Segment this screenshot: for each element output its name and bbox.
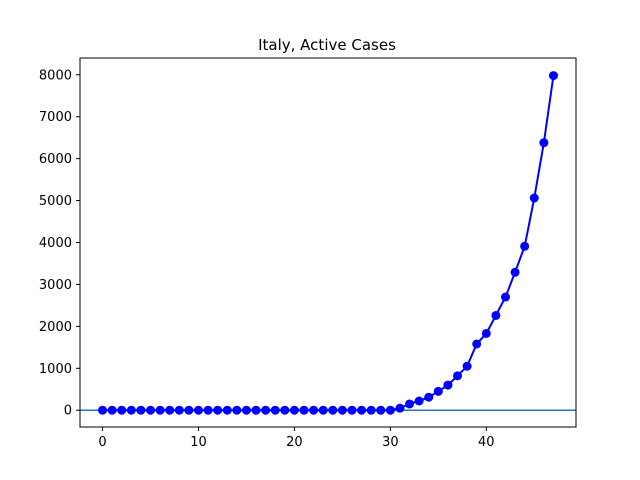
x-tick-label: 30: [382, 435, 399, 450]
y-tick-label: 7000: [39, 110, 72, 125]
y-tick-label: 6000: [39, 152, 72, 167]
data-point: [98, 405, 108, 415]
data-point: [376, 405, 386, 415]
data-point: [184, 405, 194, 415]
plot-frame: [79, 57, 577, 428]
data-point: [117, 405, 127, 415]
x-tick-label: 20: [286, 435, 303, 450]
series-line: [102, 75, 555, 412]
data-point: [309, 405, 319, 415]
x-tick-label: 10: [190, 435, 207, 450]
data-point: [213, 405, 223, 415]
y-axis-ticks: 0 1000 2000 3000 4000 5000 6000 7000 8000: [39, 68, 80, 419]
y-tick-label: 3000: [39, 278, 72, 293]
data-point: [539, 138, 549, 148]
data-point: [453, 371, 463, 381]
data-point: [280, 405, 290, 415]
data-point: [414, 396, 424, 406]
data-point: [270, 405, 280, 415]
data-point: [529, 193, 539, 203]
data-point: [241, 405, 251, 415]
data-point: [289, 405, 299, 415]
data-point: [107, 405, 117, 415]
data-point: [318, 405, 328, 415]
data-point: [500, 292, 510, 302]
y-tick-label: 8000: [39, 68, 72, 83]
data-point: [203, 405, 213, 415]
data-point: [347, 405, 357, 415]
data-point: [337, 405, 347, 415]
data-point: [126, 405, 136, 415]
data-point: [433, 386, 443, 396]
data-point: [424, 392, 434, 402]
data-point: [146, 405, 156, 415]
data-point: [405, 399, 415, 409]
data-point: [155, 405, 165, 415]
data-point: [395, 403, 405, 413]
data-point: [472, 339, 482, 349]
data-point: [232, 405, 242, 415]
y-tick-label: 2000: [39, 320, 72, 335]
data-point: [299, 405, 309, 415]
data-point: [251, 405, 261, 415]
y-tick-label: 5000: [39, 194, 72, 209]
y-tick-label: 4000: [39, 236, 72, 251]
x-tick-label: 40: [478, 435, 495, 450]
data-point: [136, 405, 146, 415]
axes: [79, 57, 577, 428]
data-point: [222, 405, 232, 415]
data-point: [165, 405, 175, 415]
data-point: [462, 361, 472, 371]
series-layer: [98, 71, 558, 415]
chart-title: Italy, Active Cases: [258, 36, 396, 54]
data-point: [385, 405, 395, 415]
data-point: [328, 405, 338, 415]
data-point: [481, 328, 491, 338]
y-tick-label: 0: [64, 404, 72, 419]
data-point: [548, 71, 558, 81]
x-axis-ticks: 0 10 20 30 40: [98, 427, 495, 450]
data-point: [443, 380, 453, 390]
data-point: [357, 405, 367, 415]
x-tick-label: 0: [98, 435, 106, 450]
data-point: [491, 310, 501, 320]
y-tick-label: 1000: [39, 362, 72, 377]
data-point: [193, 405, 203, 415]
data-point: [510, 267, 520, 277]
data-point: [366, 405, 376, 415]
data-point: [261, 405, 271, 415]
data-point: [174, 405, 184, 415]
data-point: [520, 241, 530, 251]
